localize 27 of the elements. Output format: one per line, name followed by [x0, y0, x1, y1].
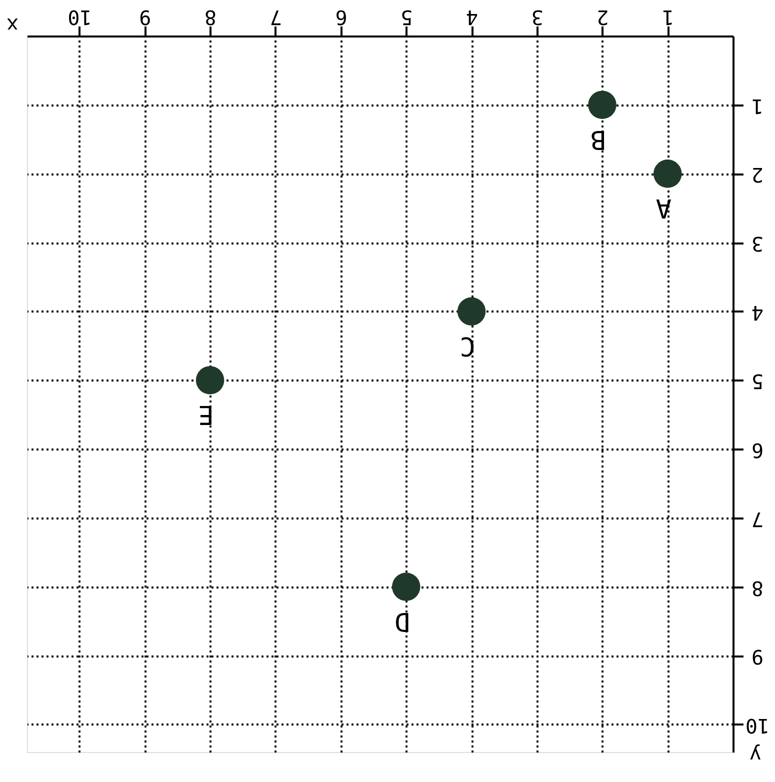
x-axis-title: x [6, 14, 19, 38]
point [653, 160, 682, 188]
x-tick-label: 7 [270, 6, 282, 30]
y-tick-label: 3 [751, 232, 764, 256]
x-tick-label: 9 [139, 6, 152, 30]
y-tick-label: 7 [751, 507, 764, 532]
x-tick-label: 2 [596, 6, 609, 30]
x-tick-label: 3 [531, 6, 544, 30]
y-tick-label: 5 [751, 370, 764, 394]
y-tick-label: 10 [745, 714, 770, 738]
y-tick-label: 2 [751, 163, 764, 188]
x-tick-label: 6 [335, 6, 348, 30]
x-tick-label: 5 [400, 6, 413, 30]
x-tick-label: 8 [204, 6, 217, 30]
point [196, 366, 224, 394]
y-tick-label: 8 [751, 576, 764, 600]
point [392, 572, 420, 601]
y-axis-title: y [749, 744, 762, 768]
y-tick-label: 6 [751, 438, 764, 463]
x-tick-label: 4 [466, 6, 478, 30]
point [457, 297, 486, 326]
y-tick-label: 4 [751, 300, 764, 325]
x-tick-label: 1 [662, 6, 674, 30]
y-tick-label: 9 [751, 645, 764, 670]
x-tick-label: 10 [68, 6, 92, 30]
point [588, 90, 616, 119]
y-tick-label: 1 [751, 94, 764, 118]
